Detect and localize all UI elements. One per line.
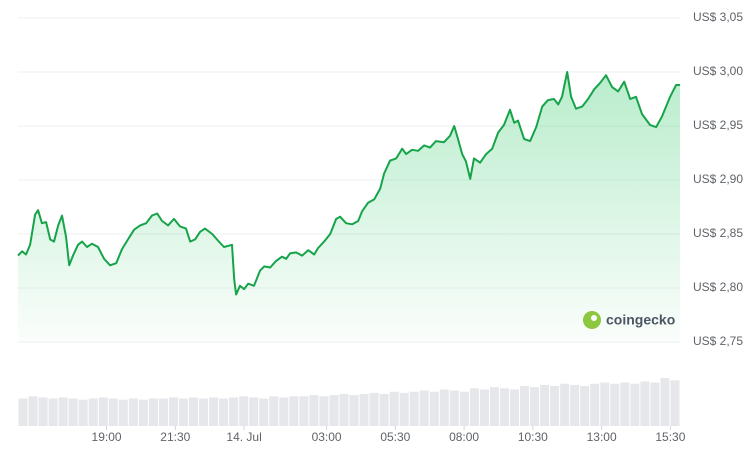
y-tick-label: US$ 2,75 bbox=[693, 334, 743, 348]
volume-bar bbox=[209, 397, 219, 426]
x-tick-label: 13:00 bbox=[587, 430, 617, 444]
volume-bar bbox=[229, 397, 239, 426]
volume-bar bbox=[339, 394, 349, 426]
volume-bar bbox=[640, 381, 650, 426]
price-line bbox=[17, 71, 680, 296]
volume-bar bbox=[359, 394, 369, 426]
volume-bar bbox=[158, 398, 168, 426]
volume-bar bbox=[78, 399, 88, 426]
volume-bar bbox=[239, 396, 249, 426]
volume-bar bbox=[118, 399, 128, 426]
x-tick-label: 15:30 bbox=[655, 430, 685, 444]
volume-bar bbox=[379, 394, 389, 426]
volume-bar bbox=[570, 384, 580, 426]
x-tick-label: 21:30 bbox=[160, 430, 190, 444]
volume-bar bbox=[610, 383, 620, 426]
x-tick-label: 14. Jul bbox=[226, 430, 261, 444]
volume-bar bbox=[369, 392, 379, 426]
volume-bar bbox=[620, 382, 630, 426]
volume-bar bbox=[148, 398, 158, 426]
volume-bar bbox=[309, 395, 319, 426]
volume-bar bbox=[259, 398, 269, 426]
volume-bar bbox=[469, 388, 479, 426]
volume-bar bbox=[419, 390, 429, 426]
x-tick-label: 19:00 bbox=[92, 430, 122, 444]
volume-bar bbox=[219, 398, 229, 426]
volume-bar bbox=[279, 397, 289, 426]
volume-bar bbox=[269, 396, 279, 426]
x-tick-label: 08:00 bbox=[449, 430, 479, 444]
volume-bar bbox=[499, 388, 509, 426]
y-tick-label: US$ 2,90 bbox=[693, 172, 743, 186]
volume-bar bbox=[449, 390, 459, 426]
volume-bar bbox=[38, 397, 48, 426]
volume-bar bbox=[199, 398, 209, 426]
volume-bar bbox=[18, 398, 28, 426]
y-tick-label: US$ 3,00 bbox=[693, 64, 743, 78]
volume-bar bbox=[168, 397, 178, 426]
y-tick-label: US$ 2,80 bbox=[693, 280, 743, 294]
volume-bar bbox=[489, 387, 499, 426]
volume-bar bbox=[299, 396, 309, 426]
y-tick-label: US$ 3,05 bbox=[693, 10, 743, 24]
volume-bar bbox=[670, 380, 680, 426]
volume-bar bbox=[128, 398, 138, 426]
y-tick-label: US$ 2,95 bbox=[693, 118, 743, 132]
watermark-logo bbox=[583, 311, 601, 329]
volume-bar bbox=[479, 389, 489, 426]
volume-bar bbox=[48, 398, 58, 426]
volume-bar bbox=[399, 392, 409, 426]
volume-bar bbox=[28, 396, 38, 426]
volume-bar bbox=[630, 383, 640, 426]
volume-bar bbox=[108, 398, 118, 426]
volume-bar bbox=[560, 383, 570, 426]
volume-bar bbox=[540, 384, 550, 426]
volume-bar bbox=[88, 398, 98, 426]
volume-bar bbox=[389, 391, 399, 426]
volume-bar bbox=[459, 391, 469, 426]
y-tick-label: US$ 2,85 bbox=[693, 226, 743, 240]
volume-bar bbox=[329, 395, 339, 426]
volume-bar bbox=[590, 383, 600, 426]
volume-bar bbox=[98, 397, 108, 426]
volume-bar bbox=[660, 378, 670, 426]
volume-bar bbox=[178, 398, 189, 426]
x-tick-label: 10:30 bbox=[518, 430, 548, 444]
volume-bar bbox=[189, 397, 199, 426]
volume-bar bbox=[249, 397, 259, 426]
volume-bar bbox=[289, 396, 299, 426]
x-tick-label: 03:00 bbox=[312, 430, 342, 444]
volume-bar bbox=[138, 399, 148, 426]
volume-bar bbox=[68, 398, 78, 426]
volume-bar bbox=[520, 386, 530, 426]
volume-bar bbox=[600, 382, 610, 426]
volume-bar bbox=[509, 389, 520, 426]
volume-bar bbox=[58, 397, 68, 426]
volume-bar bbox=[439, 389, 449, 426]
x-tick-label: 05:30 bbox=[380, 430, 410, 444]
volume-bar bbox=[319, 396, 329, 426]
watermark: coingecko bbox=[606, 312, 675, 328]
price-area bbox=[18, 72, 680, 342]
volume-bar bbox=[650, 382, 660, 426]
volume-bar bbox=[530, 387, 540, 426]
volume-bar bbox=[550, 386, 560, 426]
volume-bar bbox=[349, 395, 359, 426]
volume-bar bbox=[429, 391, 439, 426]
volume-bar bbox=[409, 391, 419, 426]
volume-bar bbox=[580, 386, 590, 426]
